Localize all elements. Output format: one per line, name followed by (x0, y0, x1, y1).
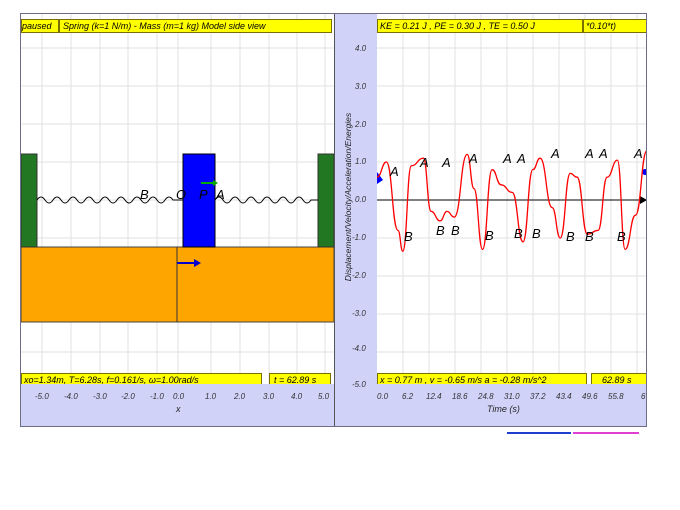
trough-label: B (566, 229, 575, 244)
peak-label: A (469, 151, 478, 166)
trough-label: B (585, 229, 594, 244)
left-x-tick: 5.0 (318, 392, 330, 401)
y-tick: -3.0 (352, 309, 366, 318)
trough-label: B (451, 223, 460, 238)
left-x-tick: -1.0 (150, 392, 164, 401)
peak-label: A (503, 151, 512, 166)
left-spring (36, 196, 183, 204)
left-x-tick: -3.0 (93, 392, 107, 401)
right-x-tick: 31.0 (504, 392, 520, 401)
side-view-panel: B O P A paused Spring (k=1 N/m) - Mass (… (21, 14, 334, 426)
y-tick: 1.0 (355, 157, 367, 166)
spring-label-o: O (176, 187, 187, 202)
time-graph (377, 14, 646, 384)
oscillation-info: xo=1.34m, T=6.28s, f=0.161/s, ω=1.00rad/… (21, 373, 262, 384)
right-x-tick: 49.6 (582, 392, 598, 401)
spring-label-b: B (140, 187, 149, 202)
trough-label: B (436, 223, 445, 238)
peak-label: A (585, 146, 594, 161)
legend-line-magenta (573, 432, 639, 434)
curve-start-marker (377, 172, 383, 184)
right-spring (214, 196, 318, 204)
peak-label: A (442, 155, 451, 170)
y-tick: -1.0 (352, 233, 366, 242)
left-x-tick: 4.0 (291, 392, 303, 401)
time-readout-left: t = 62.89 s (269, 373, 331, 384)
peak-label: A (420, 155, 429, 170)
right-x-axis-label: Time (s) (487, 404, 520, 414)
right-x-tick: 55.8 (608, 392, 624, 401)
right-x-tick: 6 (641, 392, 646, 401)
right-x-tick: 0.0 (377, 392, 389, 401)
right-x-tick: 43.4 (556, 392, 572, 401)
peak-label: A (517, 151, 526, 166)
status-label: paused (21, 19, 59, 33)
y-axis-label: Displacement/Velocity/Acceleration/Energ… (343, 112, 353, 282)
trough-label: B (404, 229, 413, 244)
left-x-tick: -4.0 (64, 392, 78, 401)
peak-label: A (634, 146, 643, 161)
y-tick: -4.0 (352, 344, 366, 353)
side-view-grid (21, 14, 334, 384)
right-x-tick: 6.2 (402, 392, 414, 401)
graph-canvas[interactable]: A A A A A A A A A A B B B B B B B B B (377, 14, 646, 384)
peak-label: A (551, 146, 560, 161)
motion-readout: x = 0.77 m , v = -0.65 m/s a = -0.28 m/s… (377, 373, 587, 384)
axis-arrow-icon (640, 196, 646, 204)
peak-label: A (599, 146, 608, 161)
peak-label: A (390, 164, 399, 179)
y-tick: 0.0 (355, 195, 367, 204)
left-x-tick: 3.0 (263, 392, 275, 401)
y-tick: -5.0 (352, 380, 366, 389)
right-x-tick: 24.8 (478, 392, 494, 401)
side-view-canvas[interactable]: B O P A paused Spring (k=1 N/m) - Mass (… (21, 14, 334, 384)
legend-line-blue (507, 432, 571, 434)
left-x-tick: 0.0 (173, 392, 185, 401)
y-tick: 4.0 (355, 44, 367, 53)
right-wall (317, 153, 334, 248)
trough-label: B (532, 226, 541, 241)
model-title: Spring (k=1 N/m) - Mass (m=1 kg) Model s… (59, 19, 332, 33)
y-tick: 2.0 (355, 120, 367, 129)
left-x-tick: -5.0 (35, 392, 49, 401)
trough-label: B (514, 226, 523, 241)
left-x-tick: 1.0 (205, 392, 217, 401)
left-x-axis-label: x (176, 404, 181, 414)
spring-label-p: P (199, 187, 208, 202)
right-x-tick: 18.6 (452, 392, 468, 401)
spring-label-a: A (216, 187, 225, 202)
right-x-tick: 37.2 (530, 392, 546, 401)
y-tick: 3.0 (355, 82, 367, 91)
displacement-curve (377, 150, 646, 252)
formula-readout: *0.10*t) (583, 19, 646, 33)
mass-block[interactable] (182, 153, 216, 248)
left-wall (21, 153, 38, 248)
panel-divider[interactable] (334, 14, 335, 426)
left-x-tick: -2.0 (121, 392, 135, 401)
graph-panel: Displacement/Velocity/Acceleration/Energ… (335, 14, 646, 426)
time-readout-right: 62.89 s (591, 373, 646, 384)
y-tick: -2.0 (352, 271, 366, 280)
trough-label: B (617, 229, 626, 244)
simulation-app: B O P A paused Spring (k=1 N/m) - Mass (… (20, 13, 647, 427)
trough-label: B (485, 228, 494, 243)
energy-readout: KE = 0.21 J , PE = 0.30 J , TE = 0.50 J (377, 19, 583, 33)
left-x-tick: 2.0 (234, 392, 246, 401)
right-x-tick: 12.4 (426, 392, 442, 401)
